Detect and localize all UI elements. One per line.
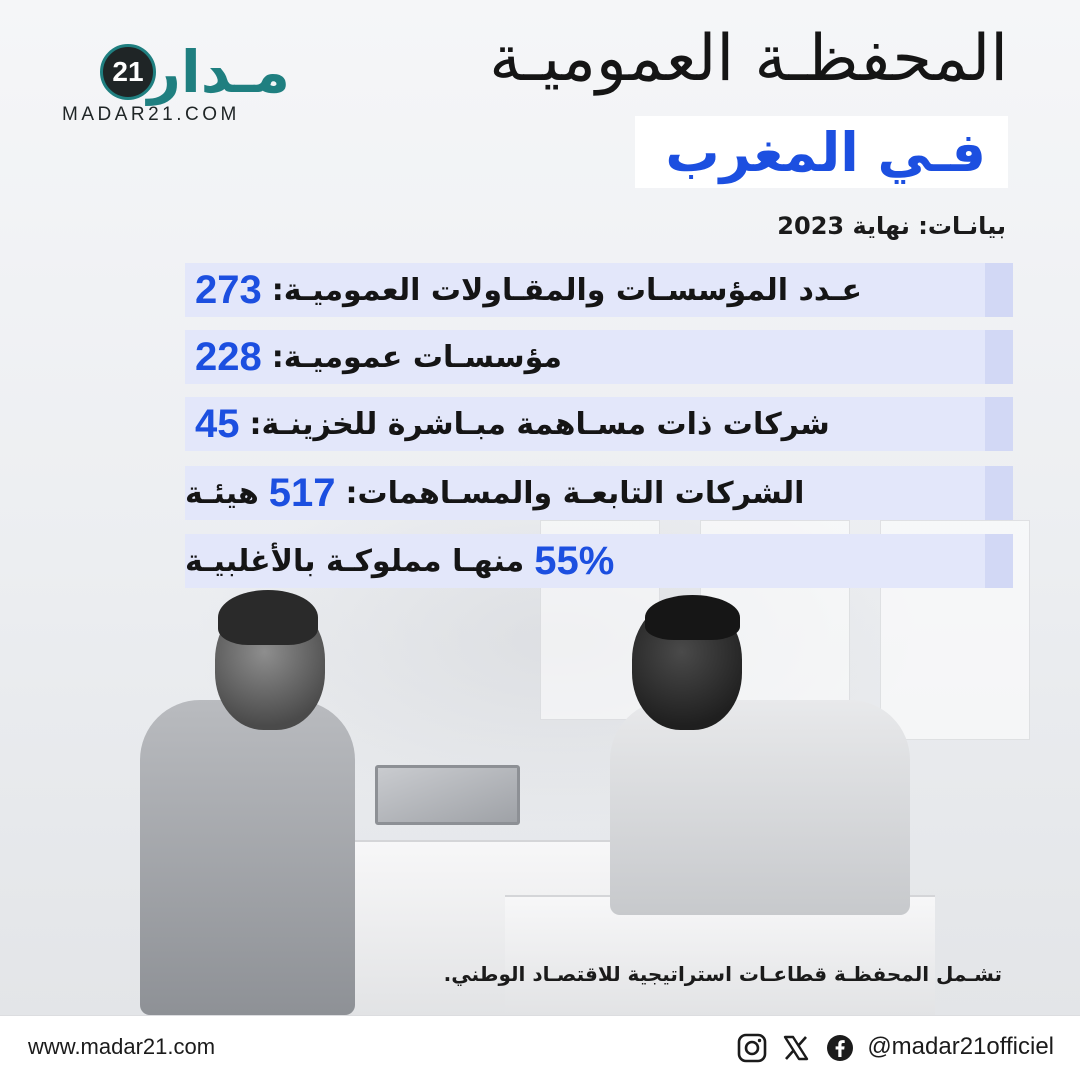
x-icon[interactable]	[780, 1032, 812, 1064]
footer-bar: www.madar21.com @madar21officiel	[0, 1015, 1080, 1080]
stat-label: مؤسسـات عموميـة:	[271, 339, 562, 375]
stat-value: 55%	[534, 538, 615, 583]
social-handle[interactable]: @madar21officiel	[867, 1033, 1054, 1060]
stat-value: 273	[195, 267, 262, 312]
stat-label: عـدد المؤسسـات والمقـاولات العموميـة:	[271, 272, 862, 308]
social-icons	[736, 1032, 856, 1064]
stat-row: 55% منهـا مملوكـة بالأغلبيـة	[185, 534, 1013, 588]
stat-value: 45	[195, 401, 240, 446]
logo-badge: 21	[100, 44, 156, 100]
facebook-icon[interactable]	[824, 1032, 856, 1064]
stat-label: الشركات التابعـة والمسـاهمات:	[345, 475, 805, 511]
row-accent	[985, 397, 1013, 451]
logo-wordmark: مـدار	[147, 38, 290, 106]
data-source-note: بيانـات: نهاية 2023	[777, 212, 1006, 240]
row-accent	[985, 263, 1013, 317]
madar21-logo: مـدار 21 MADAR21.COM	[60, 38, 290, 128]
stat-suffix: هيئـة	[185, 475, 259, 511]
stat-value: 228	[195, 334, 262, 379]
stat-value: 517	[268, 470, 336, 515]
person-left	[140, 590, 380, 1015]
stat-row: عـدد المؤسسـات والمقـاولات العموميـة: 27…	[185, 263, 1013, 317]
monitor	[375, 765, 520, 825]
website-link[interactable]: www.madar21.com	[28, 1034, 216, 1059]
page-title: المحفظـة العموميـة	[489, 22, 1008, 96]
logo-domain: MADAR21.COM	[62, 104, 240, 125]
page-subtitle: فـي المغرب	[635, 116, 1008, 188]
row-accent	[985, 534, 1013, 588]
footnote: تشـمل المحفظـة قطاعـات استراتيجية للاقتص…	[443, 962, 1002, 986]
person-right	[600, 595, 920, 915]
row-accent	[985, 466, 1013, 520]
instagram-icon[interactable]	[736, 1032, 768, 1064]
stat-suffix: منهـا مملوكـة بالأغلبيـة	[185, 543, 525, 579]
row-accent	[985, 330, 1013, 384]
stat-label: شركات ذات مسـاهمة مبـاشرة للخزينـة:	[249, 406, 830, 442]
stat-row: شركات ذات مسـاهمة مبـاشرة للخزينـة: 45	[185, 397, 1013, 451]
stat-row: مؤسسـات عموميـة: 228	[185, 330, 1013, 384]
stat-row: الشركات التابعـة والمسـاهمات: 517 هيئـة	[185, 466, 1013, 520]
desk	[505, 895, 935, 1015]
